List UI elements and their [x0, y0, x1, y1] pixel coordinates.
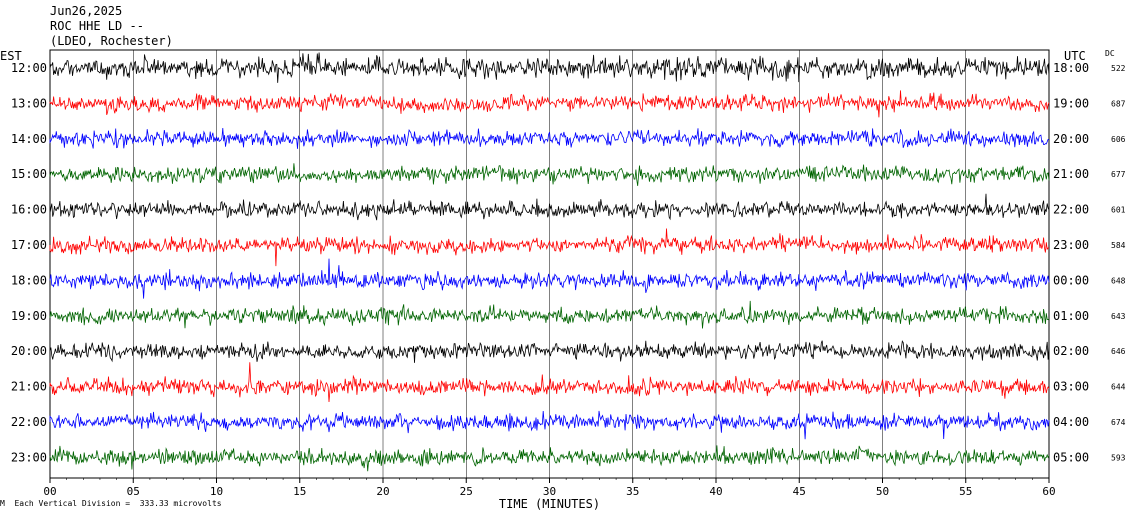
utc-axis-label: UTC: [1064, 49, 1086, 63]
utc-label-10: 04:00: [1053, 415, 1089, 429]
est-label-8: 20:00: [11, 344, 47, 358]
x-tick-label-20: 20: [376, 485, 389, 498]
x-tick-label-30: 30: [543, 485, 556, 498]
trace-row-8: [49, 340, 1050, 363]
dc-value-7: 643: [1111, 312, 1126, 321]
utc-label-3: 21:00: [1053, 167, 1089, 181]
est-label-6: 18:00: [11, 273, 47, 287]
x-tick-label-35: 35: [626, 485, 639, 498]
est-label-11: 23:00: [11, 450, 47, 464]
utc-label-9: 03:00: [1053, 380, 1089, 394]
dc-value-1: 687: [1111, 99, 1126, 108]
est-label-10: 22:00: [11, 415, 47, 429]
dc-value-10: 674: [1111, 418, 1126, 427]
est-label-5: 17:00: [11, 238, 47, 252]
utc-label-7: 01:00: [1053, 309, 1089, 323]
utc-label-1: 19:00: [1053, 96, 1089, 110]
trace-row-3: [49, 163, 1050, 186]
footer-mark: M: [0, 499, 5, 508]
est-label-7: 19:00: [11, 309, 47, 323]
x-tick-label-45: 45: [793, 485, 806, 498]
est-label-0: 12:00: [11, 61, 47, 75]
est-axis-label: EST: [0, 49, 22, 63]
dc-value-9: 644: [1111, 383, 1126, 392]
x-tick-label-25: 25: [460, 485, 473, 498]
dc-column-label: DC: [1105, 49, 1115, 58]
trace-row-5: [49, 228, 1049, 267]
utc-label-4: 22:00: [1053, 203, 1089, 217]
trace-row-11: [49, 445, 1050, 472]
dc-value-2: 606: [1111, 135, 1126, 144]
x-tick-label-05: 05: [127, 485, 140, 498]
x-tick-label-50: 50: [876, 485, 889, 498]
utc-label-5: 23:00: [1053, 238, 1089, 252]
est-label-9: 21:00: [11, 380, 47, 394]
x-axis-label: TIME (MINUTES): [499, 497, 600, 511]
utc-label-6: 00:00: [1053, 273, 1089, 287]
dc-value-8: 646: [1111, 347, 1126, 356]
record-date: Jun26,2025: [50, 4, 123, 18]
dc-value-5: 584: [1111, 241, 1126, 250]
x-tick-label-15: 15: [293, 485, 306, 498]
x-tick-label-10: 10: [210, 485, 223, 498]
x-tick-label-40: 40: [709, 485, 722, 498]
trace-row-0: [49, 52, 1050, 83]
x-tick-label-55: 55: [959, 485, 972, 498]
utc-label-0: 18:00: [1053, 61, 1089, 75]
dc-value-11: 593: [1111, 453, 1126, 462]
trace-row-10: [49, 410, 1050, 440]
est-label-3: 15:00: [11, 167, 47, 181]
x-tick-label-60: 60: [1042, 485, 1055, 498]
utc-label-2: 20:00: [1053, 132, 1089, 146]
est-label-4: 16:00: [11, 203, 47, 217]
dc-value-0: 522: [1111, 64, 1126, 73]
trace-row-2: [49, 127, 1050, 149]
trace-row-1: [49, 90, 1050, 118]
x-tick-label-00: 00: [43, 485, 56, 498]
utc-label-11: 05:00: [1053, 450, 1089, 464]
station-code: ROC HHE LD --: [50, 19, 144, 33]
trace-row-6: [49, 258, 1050, 299]
utc-label-8: 02:00: [1053, 344, 1089, 358]
network-name: (LDEO, Rochester): [50, 34, 173, 48]
dc-value-4: 601: [1111, 206, 1126, 215]
dc-value-3: 677: [1111, 170, 1126, 179]
trace-row-9: [49, 362, 1050, 403]
est-label-2: 14:00: [11, 132, 47, 146]
trace-row-4: [49, 193, 1050, 221]
dc-value-6: 648: [1111, 276, 1126, 285]
footer-scale-note: M Each Vertical Division = 333.33 microv…: [0, 499, 222, 508]
scale-note-text: Each Vertical Division = 333.33 microvol…: [14, 499, 222, 508]
est-label-1: 13:00: [11, 96, 47, 110]
trace-row-7: [49, 300, 1050, 329]
